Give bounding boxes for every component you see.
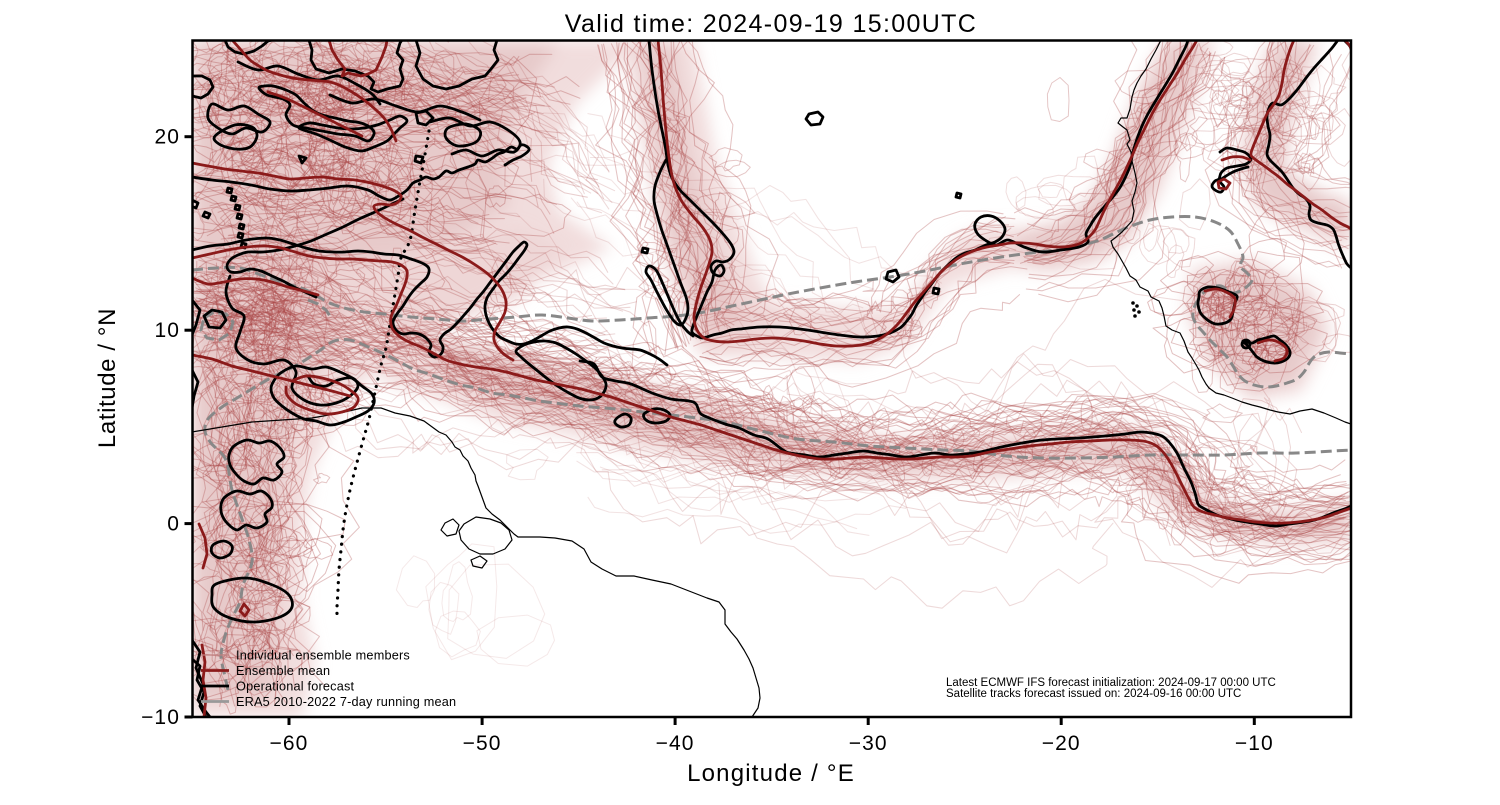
svg-text:Ensemble mean: Ensemble mean <box>236 664 330 678</box>
svg-text:−30: −30 <box>849 732 888 755</box>
svg-text:Longitude / °E: Longitude / °E <box>687 760 855 787</box>
svg-text:−50: −50 <box>463 732 502 755</box>
svg-text:−10: −10 <box>141 706 180 729</box>
svg-text:−60: −60 <box>270 732 309 755</box>
svg-text:Valid time: 2024-09-19 15:00UT: Valid time: 2024-09-19 15:00UTC <box>565 10 977 38</box>
svg-text:10: 10 <box>154 319 180 342</box>
svg-text:Individual ensemble members: Individual ensemble members <box>236 649 410 663</box>
svg-text:−40: −40 <box>656 732 695 755</box>
svg-text:20: 20 <box>154 126 180 149</box>
svg-text:ERA5 2010-2022 7-day running m: ERA5 2010-2022 7-day running mean <box>236 695 456 709</box>
svg-text:Operational forecast: Operational forecast <box>236 680 355 694</box>
svg-text:Satellite tracks forecast issu: Satellite tracks forecast issued on: 202… <box>946 688 1241 700</box>
svg-text:0: 0 <box>167 513 180 536</box>
svg-text:−20: −20 <box>1042 732 1081 755</box>
svg-text:Latitude / °N: Latitude / °N <box>94 308 121 448</box>
svg-text:Latest ECMWF IFS forecast init: Latest ECMWF IFS forecast initialization… <box>946 677 1276 689</box>
svg-text:−10: −10 <box>1235 732 1274 755</box>
